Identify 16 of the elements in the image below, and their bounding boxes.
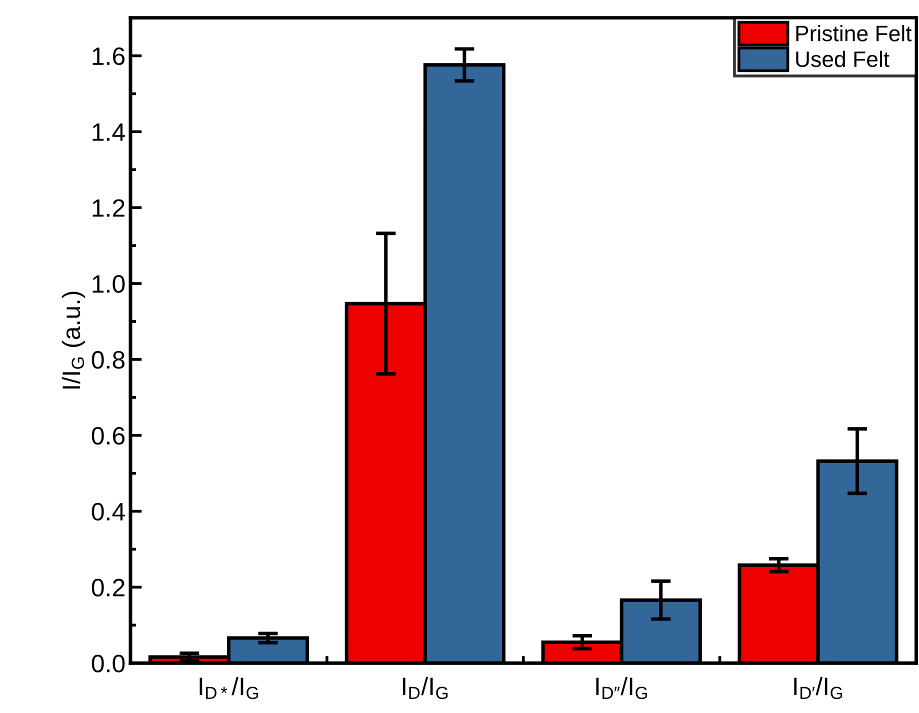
y-tick-label: 0.6 [92,426,125,445]
y-axis-title: I/I$_{G}$ (a.u.) [62,292,86,389]
legend-label: Used Felt [796,50,890,68]
y-tick-label: 1.0 [92,275,125,293]
y-tick-label: 1.4 [92,124,125,141]
x-tick-label: I$_{D″}$/I$_{G}$ [596,676,648,700]
legend-label: Pristine Felt [796,25,912,42]
x-tick-label: I$_{D*}$/I$_{G}$ [200,676,258,700]
y-tick-label: 0.0 [92,654,125,672]
x-tick-label: I$_{D}$/I$_{G}$ [402,676,448,700]
y-tick-label: 0.2 [92,578,124,596]
x-tick-label: I$_{D′}$/I$_{G}$ [794,676,842,700]
y-tick-label: 1.6 [92,47,125,66]
y-tick-label: 0.4 [92,502,125,521]
y-tick-label: 0.8 [92,351,125,369]
y-tick-label: 1.2 [92,199,124,217]
